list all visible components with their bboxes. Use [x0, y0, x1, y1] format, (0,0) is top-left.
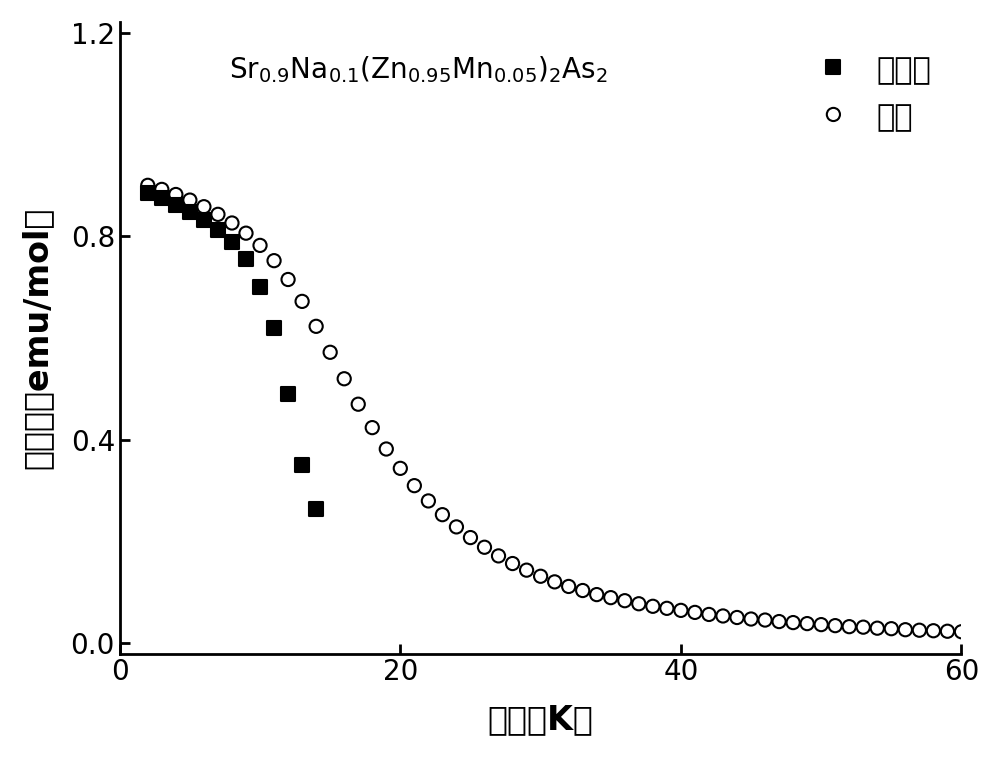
- 场冷: [322, 346, 338, 358]
- Legend: 零场冷, 场冷: 零场冷, 场冷: [800, 38, 946, 148]
- 场冷: [350, 398, 366, 410]
- 场冷: [883, 623, 899, 635]
- 场冷: [392, 463, 408, 475]
- 场冷: [575, 584, 591, 597]
- 场冷: [645, 600, 661, 612]
- 场冷: [603, 591, 619, 603]
- 场冷: [168, 188, 184, 201]
- 零场冷: [266, 322, 282, 334]
- 零场冷: [238, 253, 254, 265]
- Text: $\mathrm{Sr_{0.9}Na_{0.1}(Zn_{0.95}Mn_{0.05})_2As_2}$: $\mathrm{Sr_{0.9}Na_{0.1}(Zn_{0.95}Mn_{0…: [229, 54, 608, 85]
- 场冷: [182, 194, 198, 206]
- 零场冷: [196, 214, 212, 226]
- 场冷: [336, 372, 352, 385]
- 场冷: [743, 613, 759, 625]
- 场冷: [252, 239, 268, 251]
- 零场冷: [182, 206, 198, 218]
- 场冷: [729, 612, 745, 624]
- 场冷: [434, 509, 450, 521]
- 场冷: [378, 443, 394, 455]
- 零场冷: [168, 198, 184, 210]
- 场冷: [476, 541, 492, 553]
- 零场冷: [224, 236, 240, 248]
- 场冷: [813, 618, 829, 631]
- 零场冷: [280, 388, 296, 400]
- 场冷: [827, 619, 843, 631]
- 场冷: [154, 183, 170, 195]
- 场冷: [785, 616, 801, 628]
- 场冷: [280, 273, 296, 285]
- 场冷: [462, 531, 478, 544]
- 场冷: [631, 598, 647, 610]
- 场冷: [420, 495, 436, 507]
- 场冷: [771, 615, 787, 628]
- 零场冷: [154, 192, 170, 204]
- 零场冷: [210, 224, 226, 236]
- 场冷: [505, 557, 521, 569]
- 场冷: [869, 622, 885, 634]
- 场冷: [224, 217, 240, 229]
- 场冷: [659, 603, 675, 615]
- 场冷: [589, 588, 605, 600]
- 零场冷: [308, 503, 324, 515]
- 场冷: [294, 295, 310, 307]
- 场冷: [673, 604, 689, 616]
- 场冷: [939, 625, 955, 637]
- Y-axis label: 磁化率（emu/mol）: 磁化率（emu/mol）: [21, 207, 54, 469]
- 场冷: [701, 609, 717, 621]
- 场冷: [855, 621, 871, 633]
- 零场冷: [294, 459, 310, 472]
- 零场冷: [140, 187, 156, 199]
- X-axis label: 温度（K）: 温度（K）: [488, 703, 594, 736]
- 零场冷: [252, 281, 268, 293]
- 场冷: [406, 480, 422, 492]
- 场冷: [140, 179, 156, 192]
- 场冷: [238, 227, 254, 239]
- 场冷: [953, 626, 969, 638]
- 场冷: [308, 320, 324, 332]
- 场冷: [491, 550, 507, 562]
- 场冷: [547, 576, 563, 588]
- 场冷: [687, 606, 703, 618]
- 场冷: [266, 254, 282, 266]
- 场冷: [561, 581, 577, 593]
- 场冷: [210, 208, 226, 220]
- 场冷: [533, 570, 549, 582]
- 场冷: [911, 625, 927, 637]
- 场冷: [799, 618, 815, 630]
- 场冷: [925, 625, 941, 637]
- 场冷: [617, 595, 633, 607]
- 场冷: [897, 624, 913, 636]
- 场冷: [841, 621, 857, 633]
- 场冷: [757, 614, 773, 626]
- 场冷: [448, 521, 464, 533]
- 场冷: [715, 610, 731, 622]
- 场冷: [364, 422, 380, 434]
- 场冷: [519, 564, 535, 576]
- 场冷: [196, 201, 212, 213]
